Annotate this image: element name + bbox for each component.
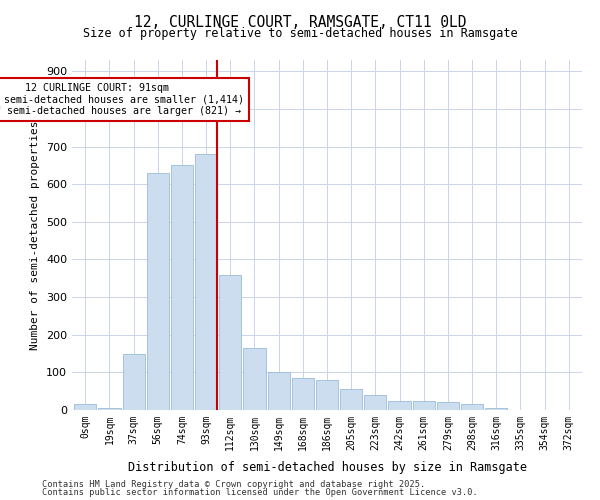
Bar	[485, 408, 508, 410]
X-axis label: Distribution of semi-detached houses by size in Ramsgate: Distribution of semi-detached houses by …	[128, 461, 527, 474]
Bar	[195, 154, 217, 410]
Bar	[171, 166, 193, 410]
Bar	[98, 408, 121, 410]
Text: 12, CURLINGE COURT, RAMSGATE, CT11 0LD: 12, CURLINGE COURT, RAMSGATE, CT11 0LD	[134, 15, 466, 30]
Bar	[413, 400, 435, 410]
Bar	[340, 390, 362, 410]
Bar	[461, 404, 483, 410]
Bar	[437, 402, 459, 410]
Bar	[292, 378, 314, 410]
Bar	[364, 395, 386, 410]
Bar	[388, 400, 410, 410]
Bar	[316, 380, 338, 410]
Text: 12 CURLINGE COURT: 91sqm
← 62% of semi-detached houses are smaller (1,414)
  36%: 12 CURLINGE COURT: 91sqm ← 62% of semi-d…	[0, 82, 244, 116]
Text: Contains HM Land Registry data © Crown copyright and database right 2025.: Contains HM Land Registry data © Crown c…	[42, 480, 425, 489]
Bar	[268, 372, 290, 410]
Bar	[122, 354, 145, 410]
Text: Size of property relative to semi-detached houses in Ramsgate: Size of property relative to semi-detach…	[83, 28, 517, 40]
Text: Contains public sector information licensed under the Open Government Licence v3: Contains public sector information licen…	[42, 488, 478, 497]
Bar	[74, 404, 97, 410]
Bar	[244, 348, 266, 410]
Bar	[219, 274, 241, 410]
Y-axis label: Number of semi-detached properties: Number of semi-detached properties	[31, 120, 40, 350]
Bar	[146, 173, 169, 410]
